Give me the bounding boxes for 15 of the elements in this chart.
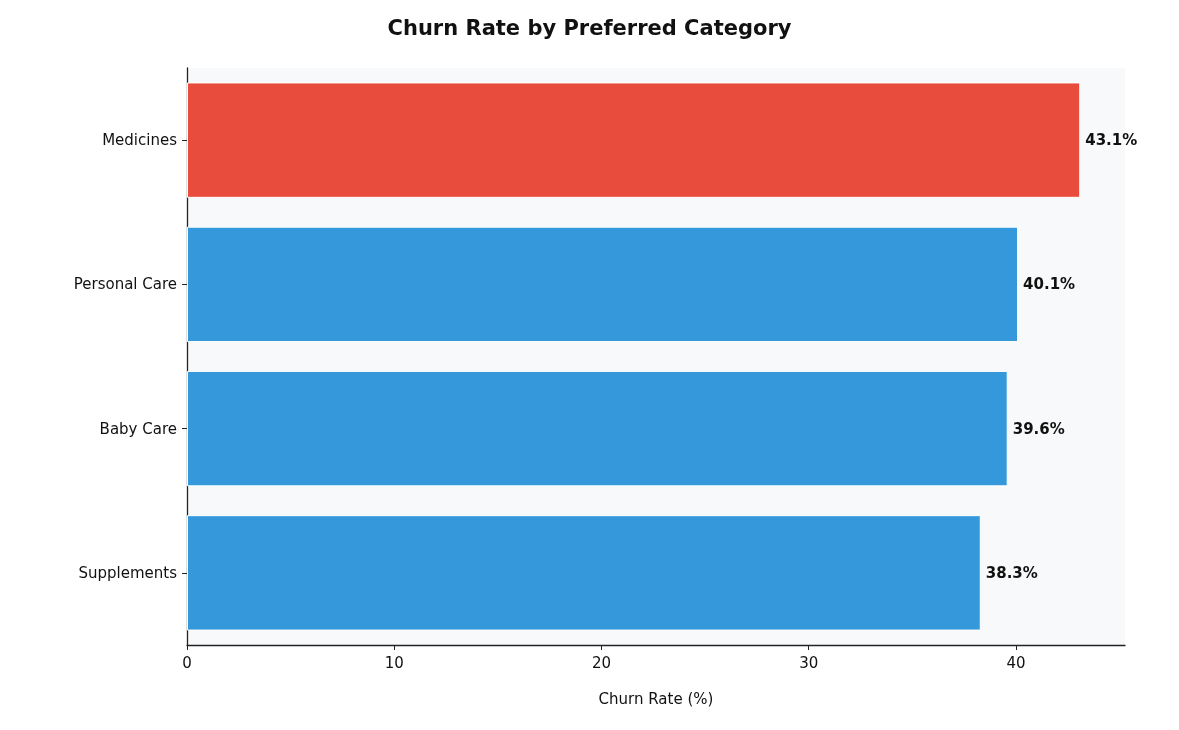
data-label: 43.1% [1085,131,1138,150]
x-tick-label: 10 [384,653,404,672]
data-label: 39.6% [1012,419,1065,438]
x-tick-label: 0 [182,653,192,672]
y-tick-label: Baby Care [99,419,177,438]
x-axis-title: Churn Rate (%) [598,689,714,708]
x-tick-label: 40 [1006,653,1026,672]
data-label: 38.3% [985,563,1038,582]
y-tick-label: Supplements [78,563,178,582]
chart-title: Churn Rate by Preferred Category [387,15,792,40]
y-tick-label: Medicines [102,131,178,150]
data-label: 40.1% [1023,275,1076,294]
x-tick-label: 20 [591,653,612,672]
x-tick-label: 30 [799,653,819,672]
y-tick-label: Personal Care [73,275,177,294]
